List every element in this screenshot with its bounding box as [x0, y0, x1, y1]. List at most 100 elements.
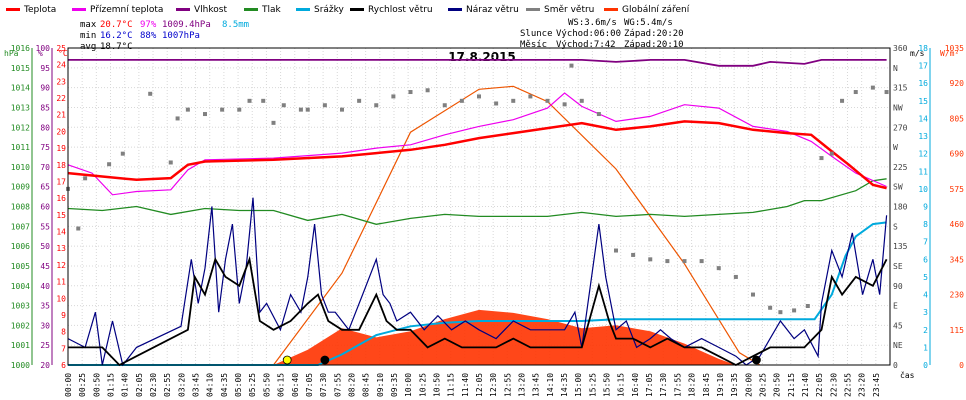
legend-label: Směr větru — [544, 5, 594, 15]
x-tick-label: 00:25 — [78, 373, 87, 397]
legend-label: Teplota — [23, 5, 56, 15]
x-tick-label: 00:50 — [92, 373, 101, 397]
wind-direction-point — [840, 98, 845, 103]
sun-moon-marker — [282, 355, 292, 365]
direction-tick-label: W — [893, 143, 898, 152]
ms-tick-label: 7 — [923, 238, 928, 247]
legend-swatch — [244, 8, 258, 11]
wind-direction-point — [853, 90, 858, 95]
wind-direction-point — [298, 107, 303, 112]
x-tick-label: 19:10 — [716, 373, 725, 397]
axis-header-hpa: hPa — [4, 49, 19, 58]
wind-direction-point — [120, 151, 125, 156]
wind-direction-point — [733, 274, 738, 279]
wm-tick-label: 230 — [950, 291, 965, 300]
x-tick-label: 12:55 — [503, 373, 512, 397]
direction-tick-label: 45 — [893, 321, 903, 330]
wm-tick-label: 345 — [950, 255, 965, 264]
legend: Teplota Přízemní teplota Vlhkost Tlak Srážky… — [6, 5, 690, 15]
ms-tick-label: 5 — [923, 273, 928, 282]
ms-tick-label: 1 — [923, 343, 928, 352]
wind-direction-point — [768, 305, 773, 310]
hpa-tick-label: 1005 — [11, 262, 30, 271]
x-tick-label: 10:50 — [432, 373, 441, 397]
wind-direction-point — [203, 112, 207, 117]
pct-tick-label: 50 — [40, 242, 50, 251]
hpa-tick-label: 1011 — [11, 143, 30, 152]
sun-rise: Východ:06:00 — [556, 29, 621, 39]
x-axis-unit: čas — [900, 370, 915, 380]
x-tick-label: 22:55 — [843, 373, 852, 397]
ms-tick-label: 14 — [918, 114, 928, 123]
stat-max-label: max — [80, 20, 97, 30]
direction-tick-label: S — [893, 222, 898, 231]
x-tick-label: 17:55 — [673, 373, 682, 397]
x-tick-label: 01:40 — [121, 373, 130, 397]
legend-swatch — [604, 8, 618, 11]
x-tick-label: 22:05 — [815, 373, 824, 397]
x-tick-label: 18:45 — [702, 373, 711, 397]
x-tick-label: 07:55 — [333, 373, 342, 397]
wind-sun-info: WS:3.6m/s WG:5.4m/s Slunce Východ:06:00 … — [520, 18, 684, 50]
wind-direction-point — [408, 90, 413, 95]
x-tick-label: 03:20 — [177, 373, 186, 397]
x-tick-label: 07:30 — [319, 373, 328, 397]
hpa-tick-label: 1006 — [11, 242, 30, 251]
degc-tick-label: 10 — [56, 294, 66, 303]
direction-tick-label: E — [893, 302, 898, 311]
hpa-tick-label: 1001 — [11, 341, 30, 350]
degc-tick-label: 24 — [56, 61, 66, 70]
wind-direction-point — [281, 103, 286, 108]
wind-direction-point — [805, 304, 810, 309]
wind-direction-point — [494, 101, 499, 106]
pct-tick-label: 75 — [40, 143, 50, 152]
direction-tick-label: SE — [893, 262, 903, 271]
x-tick-label: 11:40 — [461, 373, 470, 397]
wind-direction-point — [185, 107, 190, 112]
x-tick-label: 15:00 — [574, 373, 583, 397]
hpa-tick-label: 1014 — [11, 84, 30, 93]
direction-tick-label: SW — [893, 183, 903, 192]
degc-tick-label: 11 — [56, 278, 66, 287]
x-tick-label: 13:20 — [518, 373, 527, 397]
stat-max-rain: 8.5mm — [222, 20, 249, 30]
wm-tick-label: 1035 — [945, 44, 964, 53]
wind-direction-point — [374, 103, 379, 108]
left-axes: 1016101510141013101210111010100910081007… — [11, 44, 66, 370]
wind-direction-point — [751, 292, 755, 297]
degc-tick-label: 18 — [56, 161, 66, 170]
x-tick-label: 20:00 — [744, 373, 753, 397]
pct-tick-label: 60 — [40, 203, 50, 212]
axis-header-ms: m/s — [910, 49, 925, 58]
hpa-tick-label: 1013 — [11, 103, 30, 112]
x-tick-label: 15:50 — [603, 373, 612, 397]
degc-tick-label: 15 — [56, 211, 66, 220]
degc-tick-label: 14 — [56, 228, 66, 237]
wind-direction-point — [168, 160, 173, 165]
pct-tick-label: 45 — [40, 262, 50, 271]
wind-direction-point — [699, 259, 704, 264]
pct-tick-label: 35 — [40, 302, 50, 311]
wind-direction-point — [83, 176, 88, 181]
stat-min-press: 1007hPa — [162, 31, 200, 41]
stat-avg-label: avg — [80, 42, 96, 52]
direction-tick-label: 0 — [893, 361, 898, 370]
x-tick-label: 05:00 — [234, 373, 243, 397]
wind-direction-point — [545, 98, 550, 103]
degc-tick-label: 20 — [56, 127, 66, 136]
axis-header-degc: °C — [58, 49, 68, 58]
hpa-tick-label: 1012 — [11, 123, 30, 132]
wind-speed-avg: WS:3.6m/s — [568, 18, 617, 28]
x-tick-label: 11:15 — [447, 373, 456, 397]
wind-direction-point — [511, 98, 516, 103]
wind-direction-point — [247, 98, 252, 103]
legend-swatch — [6, 8, 20, 11]
pct-tick-label: 70 — [40, 163, 50, 172]
x-tick-label: 05:50 — [262, 373, 271, 397]
direction-tick-label: NW — [893, 103, 903, 112]
degc-tick-label: 7 — [61, 344, 66, 353]
plot-frame — [67, 47, 891, 366]
ms-tick-label: 11 — [918, 167, 928, 176]
ms-tick-label: 17 — [918, 62, 928, 71]
